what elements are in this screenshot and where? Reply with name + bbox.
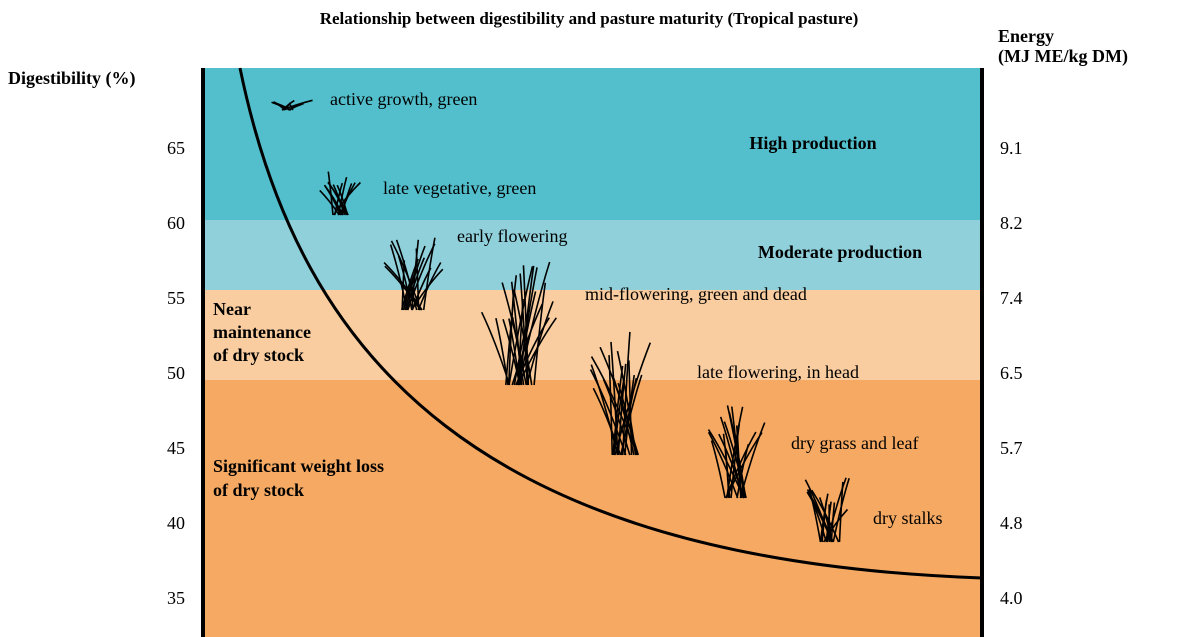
right-tick-label: 6.5: [1000, 363, 1023, 383]
left-tick-label: 60: [167, 213, 185, 233]
right-axis-label: Energy: [998, 26, 1054, 46]
zone-label: of dry stock: [213, 480, 304, 500]
zone-label: of dry stock: [213, 345, 304, 365]
stage-label: active growth, green: [330, 89, 477, 109]
right-tick-label: 4.0: [1000, 588, 1023, 608]
stage-label: late flowering, in head: [697, 362, 859, 382]
right-axis-label: (MJ ME/kg DM): [998, 46, 1128, 67]
zone-label: maintenance: [213, 322, 311, 342]
stage-label: mid-flowering, green and dead: [585, 284, 807, 304]
left-tick-label: 50: [167, 363, 185, 383]
zone-label: Significant weight loss: [213, 456, 384, 476]
stage-label: early flowering: [457, 226, 567, 246]
zone-label: Moderate production: [758, 242, 922, 262]
zone-label: High production: [749, 133, 876, 153]
zone-label: Near: [213, 299, 251, 319]
left-tick-label: 45: [167, 438, 185, 458]
right-tick-label: 4.8: [1000, 513, 1023, 533]
left-tick-label: 35: [167, 588, 185, 608]
right-tick-label: 9.1: [1000, 138, 1023, 158]
left-axis-label: Digestibility (%): [8, 68, 136, 89]
stage-label: dry grass and leaf: [791, 433, 918, 453]
stage-label: late vegetative, green: [383, 178, 536, 198]
left-tick-label: 40: [167, 513, 185, 533]
title: Relationship between digestibility and p…: [320, 9, 859, 28]
left-tick-label: 65: [167, 138, 185, 158]
diagram: Relationship between digestibility and p…: [0, 0, 1178, 637]
right-tick-label: 8.2: [1000, 213, 1023, 233]
left-tick-label: 55: [167, 288, 185, 308]
stage-label: dry stalks: [873, 508, 943, 528]
right-tick-label: 7.4: [1000, 288, 1023, 308]
right-tick-label: 5.7: [1000, 438, 1023, 458]
